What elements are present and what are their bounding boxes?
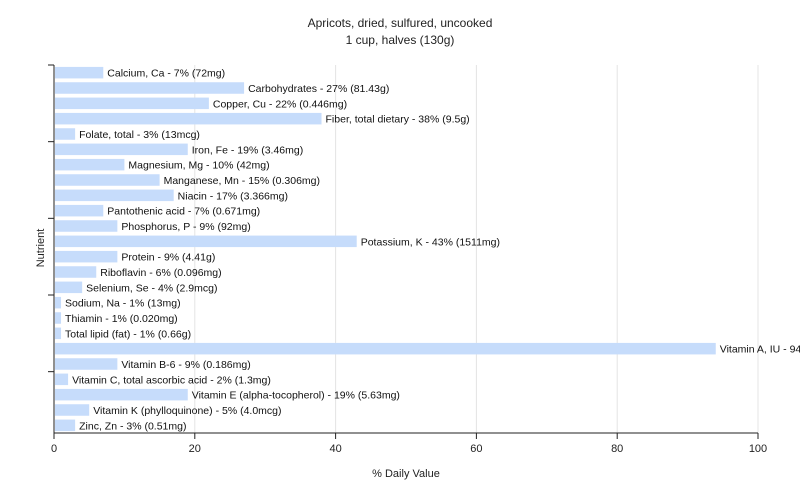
bar-19 — [55, 358, 118, 370]
bar-label-21: Vitamin E (alpha-tocopherol) - 19% (5.63… — [192, 390, 400, 402]
x-tick-label-0: 0 — [51, 443, 57, 455]
grid-lines — [194, 65, 759, 433]
bar-16 — [55, 312, 62, 324]
bar-9 — [55, 204, 104, 217]
x-tick-label-4: 80 — [611, 443, 623, 455]
bar-13 — [55, 266, 97, 278]
bar-label-14: Selenium, Se - 4% (2.9mcg) — [86, 282, 217, 294]
bar-label-6: Magnesium, Mg - 10% (42mg) — [128, 160, 269, 172]
bar-3 — [55, 112, 322, 125]
bar-12 — [55, 250, 118, 263]
bar-22 — [55, 404, 90, 416]
bar-18 — [55, 342, 716, 355]
bar-20 — [55, 373, 69, 386]
bar-label-13: Riboflavin - 6% (0.096mg) — [100, 267, 221, 279]
bar-label-23: Zinc, Zn - 3% (0.51mg) — [79, 420, 186, 432]
chart-subtitle: 1 cup, halves (130g) — [346, 33, 455, 47]
chart-title: Apricots, dried, sulfured, uncooked — [308, 16, 493, 30]
bar-label-0: Calcium, Ca - 7% (72mg) — [107, 68, 225, 80]
bar-label-11: Potassium, K - 43% (1511mg) — [361, 236, 500, 248]
bar-label-10: Phosphorus, P - 9% (92mg) — [121, 221, 250, 233]
bar-11 — [55, 235, 357, 248]
bar-15 — [55, 296, 62, 309]
bar-21 — [55, 388, 188, 401]
x-tick-label-1: 20 — [189, 443, 201, 455]
bar-label-2: Copper, Cu - 22% (0.446mg) — [213, 98, 347, 110]
bar-17 — [55, 327, 62, 340]
bar-4 — [55, 128, 76, 140]
bar-1 — [55, 82, 245, 94]
bar-label-22: Vitamin K (phylloquinone) - 5% (4.0mcg) — [93, 405, 281, 417]
axes: 0 20 40 60 80 100 — [48, 64, 767, 455]
bar-0 — [55, 66, 104, 79]
x-tick-label-2: 40 — [329, 443, 341, 455]
bar-label-12: Protein - 9% (4.41g) — [121, 252, 215, 264]
bar-23 — [55, 419, 76, 432]
x-axis-title: % Daily Value — [372, 468, 440, 480]
bar-6 — [55, 158, 125, 171]
bar-label-17: Total lipid (fat) - 1% (0.66g) — [65, 328, 191, 340]
bar-label-16: Thiamin - 1% (0.020mg) — [65, 313, 178, 325]
bar-8 — [55, 189, 174, 202]
bar-label-9: Pantothenic acid - 7% (0.671mg) — [107, 206, 260, 218]
bar-label-4: Folate, total - 3% (13mcg) — [79, 129, 200, 141]
bar-label-1: Carbohydrates - 27% (81.43g) — [248, 83, 389, 95]
y-axis-title: Nutrient — [35, 229, 47, 268]
x-tick-label-5: 100 — [749, 443, 767, 455]
x-tick-label-3: 60 — [470, 443, 482, 455]
bar-5 — [55, 143, 188, 156]
bar-label-18: Vitamin A, IU - 94% (4685IU) — [720, 344, 800, 356]
bar-label-8: Niacin - 17% (3.366mg) — [178, 190, 288, 202]
bar-2 — [55, 97, 209, 110]
bar-7 — [55, 174, 160, 186]
bar-10 — [55, 220, 118, 232]
bar-label-3: Fiber, total dietary - 38% (9.5g) — [326, 114, 470, 126]
bars: Calcium, Ca - 7% (72mg) Carbohydrates - 2… — [55, 66, 800, 432]
bar-label-7: Manganese, Mn - 15% (0.306mg) — [164, 175, 320, 187]
bar-label-5: Iron, Fe - 19% (3.46mg) — [192, 144, 303, 156]
bar-label-20: Vitamin C, total ascorbic acid - 2% (1.3… — [72, 374, 271, 386]
bar-14 — [55, 281, 83, 294]
bar-label-15: Sodium, Na - 1% (13mg) — [65, 298, 181, 310]
bar-label-19: Vitamin B-6 - 9% (0.186mg) — [121, 359, 250, 371]
